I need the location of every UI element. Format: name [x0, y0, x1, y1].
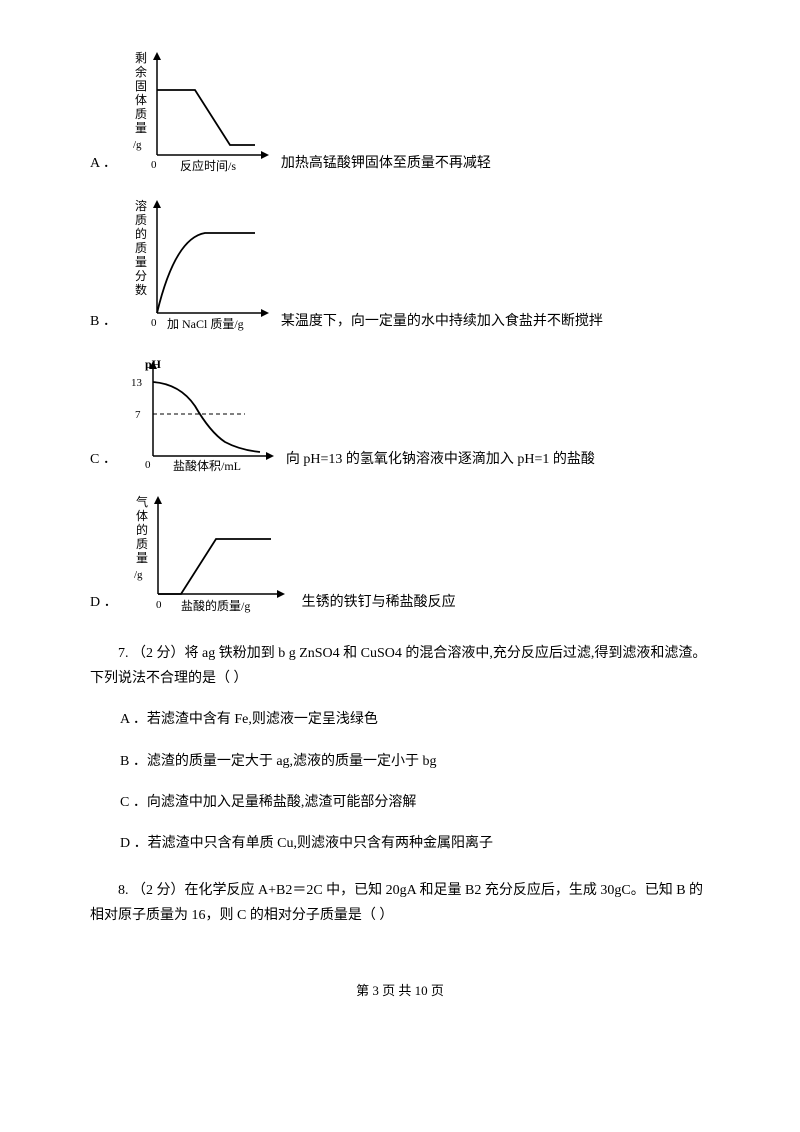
svg-text:体: 体 — [135, 93, 147, 107]
option-label: A ． — [90, 151, 117, 180]
svg-text:固: 固 — [135, 79, 147, 93]
q7-opt-a: A ．若滤渣中含有 Fe,则滤液一定呈浅绿色 — [120, 707, 710, 732]
q7-stem: 7. （2 分）将 ag 铁粉加到 b g ZnSO4 和 CuSO4 的混合溶… — [90, 641, 710, 691]
option-text: 向 pH=13 的氢氧化钠溶液中逐滴加入 pH=1 的盐酸 — [286, 447, 595, 476]
q6-option-c: C ． pH 13 7 0 盐酸体积/mL 向 pH=13 的氢氧化钠溶液中逐滴… — [90, 356, 740, 476]
svg-text:0: 0 — [151, 317, 157, 329]
option-label: B ． — [90, 309, 117, 338]
q7-opt-d: D ．若滤渣中只含有单质 Cu,则滤液中只含有两种金属阳离子 — [120, 831, 710, 856]
svg-text:质: 质 — [135, 241, 147, 255]
chart-a: 剩 余 固 体 质 量 /g 0 反应时间/s — [125, 50, 275, 180]
svg-text:加 NaCl 质量/g: 加 NaCl 质量/g — [167, 317, 244, 331]
svg-text:体: 体 — [136, 509, 148, 523]
svg-text:反应时间/s: 反应时间/s — [180, 158, 236, 173]
svg-text:溶: 溶 — [135, 198, 147, 213]
svg-text:0: 0 — [151, 159, 157, 171]
q6-option-a: A ． 剩 余 固 体 质 量 /g 0 反应时间/s 加热高锰酸钾固体至质量不… — [90, 50, 740, 180]
svg-text:/g: /g — [134, 569, 143, 581]
option-text: 生锈的铁钉与稀盐酸反应 — [302, 590, 456, 619]
chart-d: 气 体 的 质 量 /g 0 盐酸的质量/g — [126, 494, 296, 619]
svg-text:13: 13 — [131, 377, 143, 389]
q6-option-b: B ． 溶 质 的 质 量 分 数 0 加 NaCl 质量/g 某温度下，向一定… — [90, 198, 740, 338]
chart-c: pH 13 7 0 盐酸体积/mL — [125, 356, 280, 476]
svg-text:量: 量 — [136, 551, 148, 565]
option-label: C ． — [90, 447, 117, 476]
svg-text:/g: /g — [133, 139, 142, 151]
svg-text:量: 量 — [135, 255, 147, 269]
option-label: D ． — [90, 590, 118, 619]
svg-text:数: 数 — [135, 282, 147, 297]
svg-text:量: 量 — [135, 121, 147, 135]
svg-text:余: 余 — [135, 64, 147, 79]
svg-text:0: 0 — [145, 459, 151, 471]
svg-text:7: 7 — [135, 409, 141, 421]
q6-option-d: D ． 气 体 的 质 量 /g 0 盐酸的质量/g 生锈的铁钉与稀盐酸反应 — [90, 494, 740, 619]
page-footer: 第 3 页 共 10 页 — [60, 979, 740, 1002]
svg-text:盐酸体积/mL: 盐酸体积/mL — [173, 458, 241, 473]
svg-text:盐酸的质量/g: 盐酸的质量/g — [181, 598, 250, 613]
svg-text:气: 气 — [136, 494, 148, 509]
svg-text:质: 质 — [135, 213, 147, 227]
option-text: 加热高锰酸钾固体至质量不再减轻 — [281, 151, 491, 180]
svg-text:0: 0 — [156, 599, 162, 611]
svg-text:质: 质 — [135, 107, 147, 121]
q7-opt-b: B ．滤渣的质量一定大于 ag,滤液的质量一定小于 bg — [120, 749, 710, 774]
chart-b: 溶 质 的 质 量 分 数 0 加 NaCl 质量/g — [125, 198, 275, 338]
svg-text:质: 质 — [136, 537, 148, 551]
q8-stem: 8. （2 分）在化学反应 A+B2＝2C 中，已知 20gA 和足量 B2 充… — [90, 878, 710, 928]
svg-text:分: 分 — [135, 269, 147, 283]
svg-text:的: 的 — [135, 226, 147, 241]
svg-text:剩: 剩 — [135, 51, 147, 65]
q7-opt-c: C ．向滤渣中加入足量稀盐酸,滤渣可能部分溶解 — [120, 790, 710, 815]
svg-text:的: 的 — [136, 522, 148, 537]
option-text: 某温度下，向一定量的水中持续加入食盐并不断搅拌 — [281, 309, 603, 338]
